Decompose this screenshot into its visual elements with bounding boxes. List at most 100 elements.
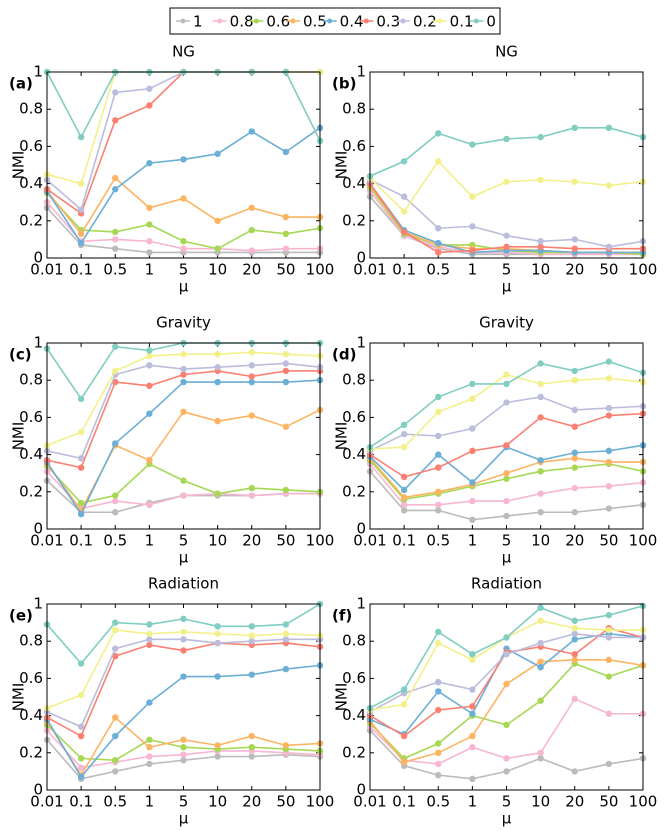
y-tick-label: 1 xyxy=(33,334,43,352)
data-point xyxy=(503,178,510,185)
data-point xyxy=(469,425,476,432)
x-tick-label: 20 xyxy=(242,261,261,279)
data-point xyxy=(400,193,408,200)
data-point xyxy=(435,639,442,647)
data-point xyxy=(282,213,290,221)
legend-marker xyxy=(217,18,223,24)
y-tick-label: 0.4 xyxy=(19,706,43,724)
data-point xyxy=(435,501,442,509)
data-point xyxy=(503,721,510,729)
series-line xyxy=(46,642,321,738)
data-point xyxy=(146,736,153,743)
data-point xyxy=(469,497,476,505)
data-point xyxy=(537,243,544,251)
data-point xyxy=(180,628,187,636)
x-tick-label: 0.01 xyxy=(353,532,386,550)
x-tick-label: 50 xyxy=(276,261,295,279)
panel-label: (a) xyxy=(9,75,33,93)
data-point xyxy=(180,238,187,245)
y-tick-label: 0.2 xyxy=(342,211,366,229)
data-point xyxy=(112,626,119,634)
data-point xyxy=(248,204,255,211)
data-point xyxy=(282,630,290,637)
y-tick-label: 0.8 xyxy=(19,632,43,650)
data-point xyxy=(571,245,578,252)
data-point xyxy=(503,243,510,251)
legend-label: 0.8 xyxy=(230,13,254,31)
data-point xyxy=(400,507,408,514)
series-line xyxy=(46,71,320,185)
data-point xyxy=(248,128,255,135)
y-tick-label: 0.6 xyxy=(19,137,43,155)
panel-label: (f) xyxy=(332,607,352,625)
data-point xyxy=(503,470,510,477)
data-point xyxy=(571,178,578,185)
series-line xyxy=(369,183,643,254)
x-tick-label: 0.01 xyxy=(353,261,386,279)
data-point xyxy=(248,362,255,369)
data-point xyxy=(248,412,255,419)
data-point xyxy=(146,221,153,228)
axes-frame xyxy=(369,71,644,259)
data-point xyxy=(248,671,255,678)
data-point xyxy=(112,343,119,350)
data-point xyxy=(112,652,119,660)
data-point xyxy=(77,755,85,762)
x-tick-label: 100 xyxy=(306,261,335,279)
data-point xyxy=(537,697,544,704)
data-point xyxy=(503,497,510,505)
x-tick-label: 100 xyxy=(629,793,658,811)
x-tick-label: 100 xyxy=(306,532,335,550)
data-point xyxy=(214,417,221,425)
axes-frame xyxy=(369,603,644,791)
y-tick-label: 0.8 xyxy=(342,632,366,650)
y-tick-label: 0.4 xyxy=(19,174,43,192)
data-point xyxy=(214,490,221,497)
data-point xyxy=(180,673,187,680)
x-tick-label: 1 xyxy=(468,793,478,811)
data-point xyxy=(605,182,613,189)
axes-frame xyxy=(369,342,644,530)
data-point xyxy=(248,378,255,386)
data-point xyxy=(571,636,578,643)
data-point xyxy=(435,740,442,747)
data-point xyxy=(435,130,442,137)
x-tick-label: 0.1 xyxy=(69,793,93,811)
data-point xyxy=(571,236,578,243)
data-point xyxy=(77,180,85,187)
data-point xyxy=(146,382,153,389)
y-tick-label: 0.8 xyxy=(19,371,43,389)
y-tick-label: 0.6 xyxy=(19,408,43,426)
data-point xyxy=(400,228,408,236)
y-tick-label: 0.6 xyxy=(342,137,366,155)
axes-frame xyxy=(46,71,321,259)
y-axis-label: NMI xyxy=(10,422,28,451)
data-point xyxy=(180,245,187,252)
data-point xyxy=(571,449,578,456)
panel-label: (b) xyxy=(332,75,356,93)
data-point xyxy=(214,673,221,680)
data-point xyxy=(282,665,290,673)
data-point xyxy=(180,408,187,416)
data-point xyxy=(282,621,290,628)
data-point xyxy=(248,492,255,499)
data-point xyxy=(146,410,153,417)
data-point xyxy=(180,195,187,202)
data-point xyxy=(435,760,442,768)
x-tick-label: 1 xyxy=(145,261,155,279)
data-point xyxy=(469,651,476,658)
data-point xyxy=(248,623,255,630)
x-tick-label: 5 xyxy=(502,793,512,811)
data-point xyxy=(180,371,187,378)
series-line xyxy=(46,71,321,142)
data-point xyxy=(282,367,290,375)
legend-marker xyxy=(363,18,369,24)
y-tick-label: 0.6 xyxy=(342,408,366,426)
y-tick-label: 0 xyxy=(33,249,43,267)
x-tick-label: 0.01 xyxy=(30,261,63,279)
y-axis-label: NMI xyxy=(333,683,351,712)
data-point xyxy=(146,636,153,643)
data-point xyxy=(537,755,544,762)
x-tick-label: 0.01 xyxy=(30,793,63,811)
data-point xyxy=(469,395,476,402)
